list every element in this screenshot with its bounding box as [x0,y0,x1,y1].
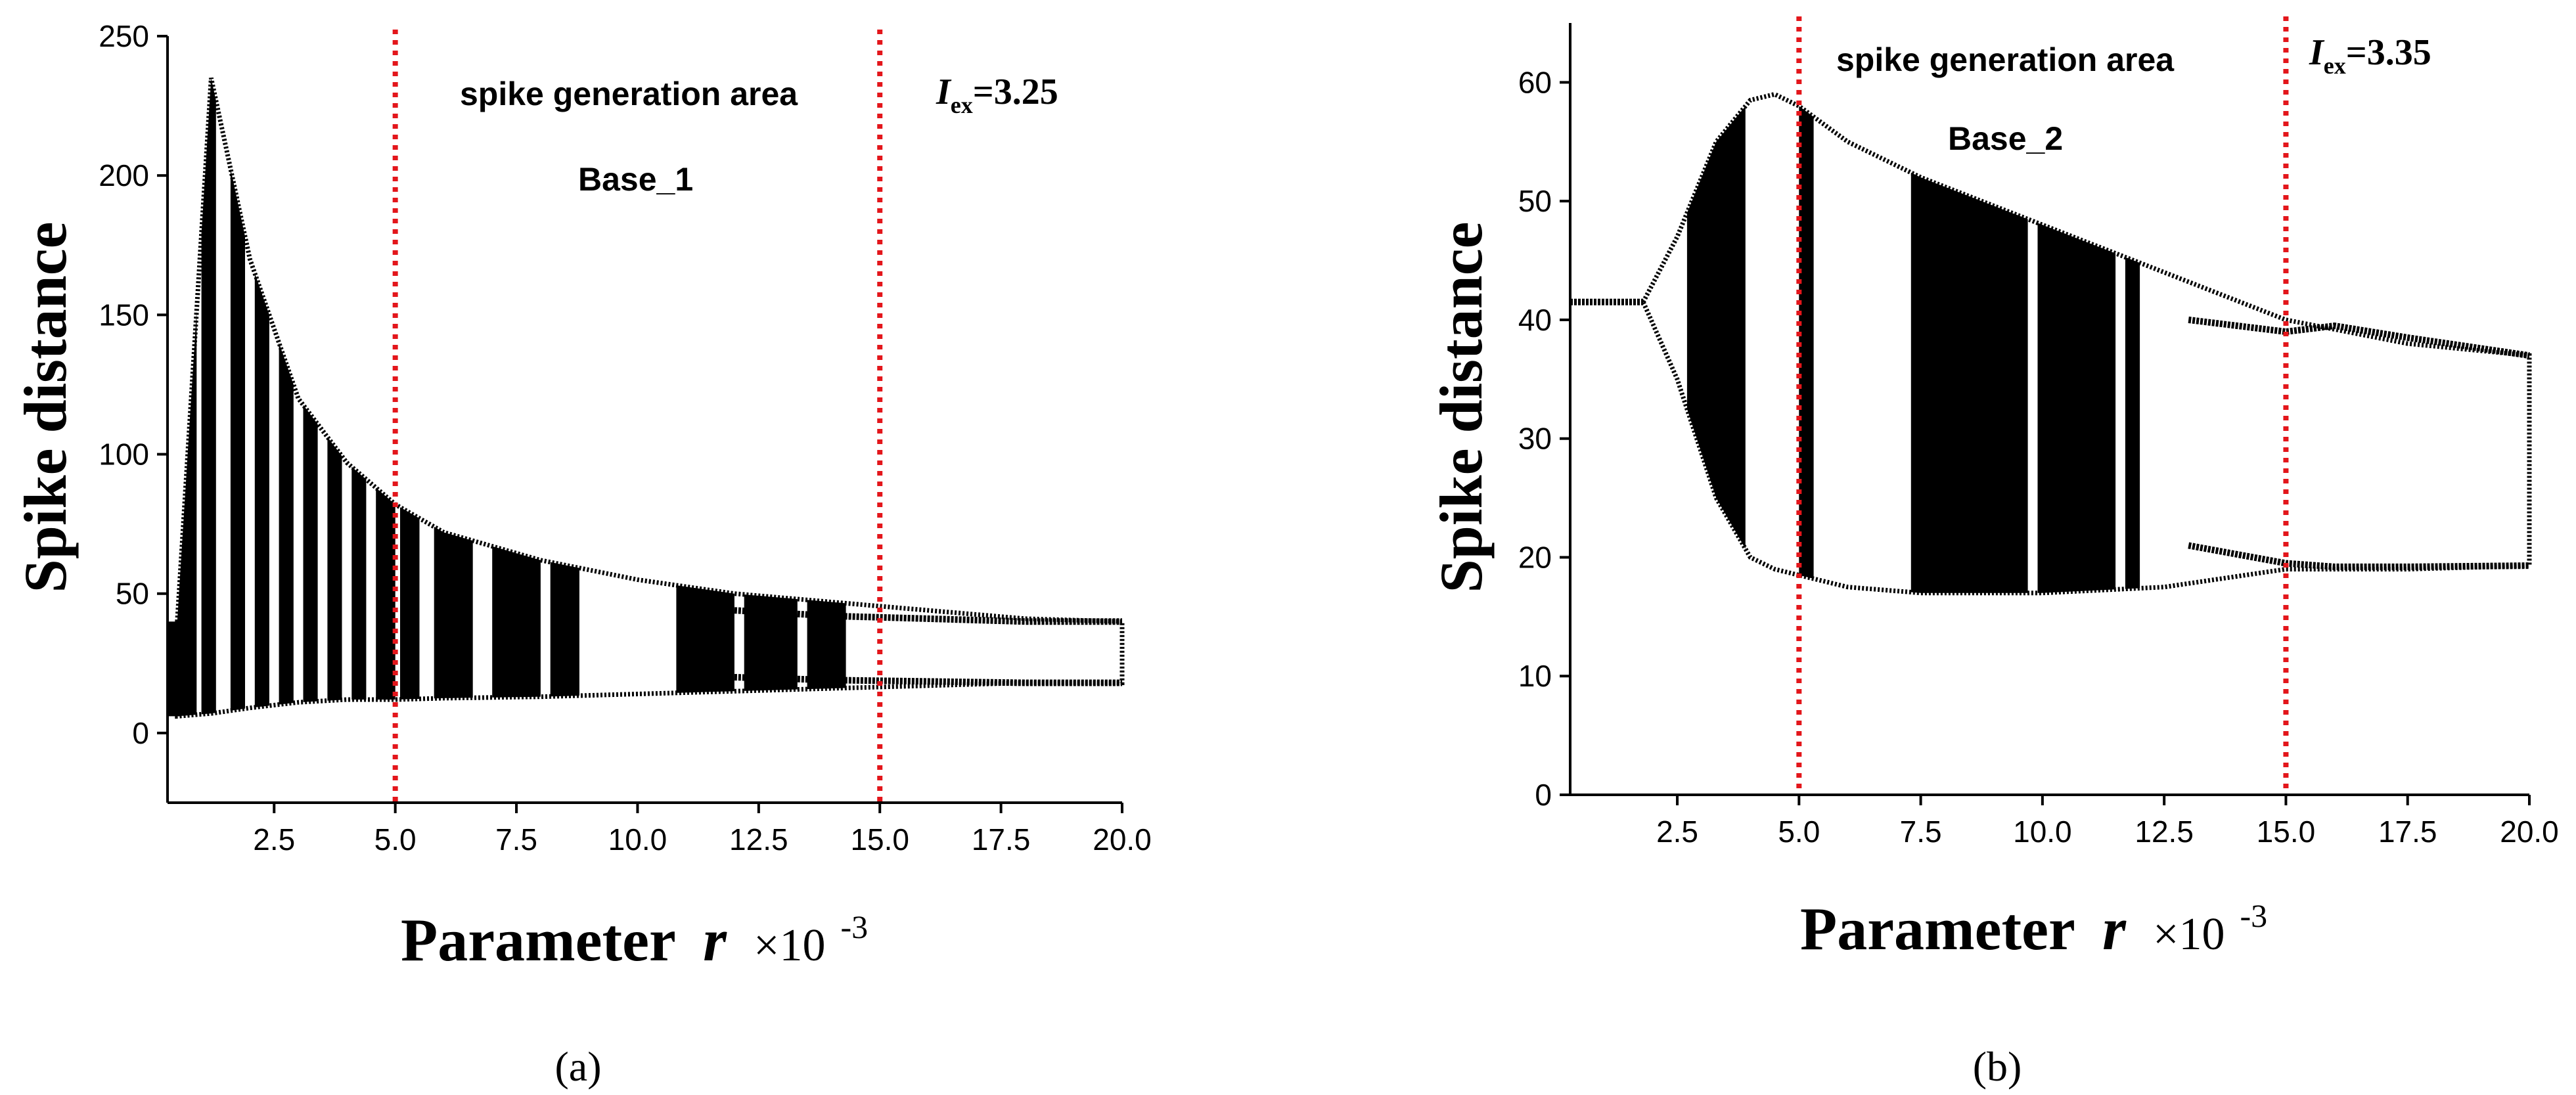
chart-b-y-tick-label: 0 [1535,778,1552,812]
chart-a-chaotic-band-4 [254,273,269,707]
chart-a-x-tick-label: 20.0 [1093,822,1152,857]
chart-a-chaotic-band-16 [807,600,846,690]
chart-a-y-axis-label: Spike distance [12,222,79,593]
chart-b-y-tick-label: 30 [1518,422,1552,456]
caption-b: (b) [1973,1043,2022,1090]
chart-b-x-tick-label: 7.5 [1900,815,1942,849]
chart-a-x-tick-label: 10.0 [608,822,667,857]
chart-b-x-axis-label: Parameter r ×10 -3 [1800,895,2267,962]
chart-a-x-tick-label: 15.0 [850,822,909,857]
chart-a-data-layer [168,77,1125,719]
chart-a-x-tick-label: 12.5 [729,822,788,857]
chart-a-reference-lines [392,30,883,803]
chart-b-y-axis-label: Spike distance [1428,222,1495,593]
chart-b-data-layer [1570,91,2532,596]
chart-a-x-tick-label: 17.5 [972,822,1031,857]
chart-a-chaotic-band-9 [376,487,395,700]
chart-b-branch-2 [2188,542,2530,570]
chart-a-y-tick-label: 200 [99,158,149,192]
chart-b-branch-1 [2188,316,2530,359]
chart-a-chaotic-band-15 [744,594,798,691]
chart-b-y-tick-label: 60 [1518,65,1552,99]
chart-panel-b: 2.5 5.0 7.5 10.0 12.5 15.0 17.5 20.0 0 10 20 30 40 50… [1428,16,2559,1090]
chart-a-y-tick-label: 0 [132,716,149,750]
caption-a: (a) [554,1043,601,1090]
chart-b-annotation-base: Base_2 [1948,120,2063,157]
chart-b-x-tick-label: 20.0 [2500,815,2559,849]
chart-a-y-tick-label: 250 [99,19,149,53]
chart-a-annotation-area: spike generation area [460,76,798,112]
chart-a-x-tick-label: 2.5 [253,822,295,857]
chart-b-y-tick-label: 20 [1518,540,1552,574]
chart-panel-a: 2.5 5.0 7.5 10.0 12.5 15.0 17.5 20.0 0 50 100 150 20… [12,19,1152,1090]
chart-a-y-tick-label: 150 [99,298,149,332]
chart-b-x-tick-label: 10.0 [2013,815,2072,849]
chart-a-chaotic-band-11 [434,526,473,699]
chart-b-y-tick-label: 40 [1518,303,1552,337]
chart-a-annotation-iex: Iex=3.25 [936,72,1058,118]
chart-b-chaotic-band-1 [1686,106,1746,549]
chart-b-reference-lines [1796,16,2289,795]
chart-b-x-tick-label: 12.5 [2135,815,2194,849]
chart-a-ticks: 2.5 5.0 7.5 10.0 12.5 15.0 17.5 20.0 0 50 100 150 20… [99,19,1152,857]
chart-b-annotation-iex: Iex=3.35 [2309,32,2431,79]
chart-a-chaotic-band-6 [303,405,318,702]
chart-b-x-tick-label: 17.5 [2378,815,2437,849]
chart-a-chaotic-band-7 [327,437,342,701]
chart-a-chaotic-band-3 [230,168,245,711]
chart-a-chaotic-band-12 [492,546,541,698]
chart-a-chaotic-band-14 [676,585,734,693]
chart-a-chaotic-band-2 [201,78,216,715]
chart-b-y-tick-label: 10 [1518,659,1552,693]
chart-a-annotation-base: Base_1 [578,161,693,198]
chart-b-y-tick-label: 50 [1518,184,1552,218]
chart-b-envelope [1640,91,2532,596]
chart-a-branch-1 [734,607,1122,625]
chart-b-x-tick-label: 15.0 [2257,815,2316,849]
chart-a-x-tick-label: 7.5 [495,822,537,857]
chart-b-ticks: 2.5 5.0 7.5 10.0 12.5 15.0 17.5 20.0 0 10 20 30 40 50… [1518,65,2559,849]
chart-b-chaotic-band-3 [1910,172,2028,593]
chart-a-chaotic-band-10 [400,507,420,700]
chart-b-x-tick-label: 5.0 [1778,815,1820,849]
chart-b-chaotic-band-2 [1799,106,1814,579]
chart-a-chaotic-band-8 [351,466,367,700]
chart-b-chaotic-band-4 [2037,223,2116,593]
chart-a-chaotic-band-1 [168,311,197,717]
chart-a-chaotic-band-5 [279,342,294,705]
chart-a-y-tick-label: 50 [116,577,149,611]
chart-a-y-tick-label: 100 [99,437,149,472]
chart-a-x-axis-label: Parameter r ×10 -3 [401,906,868,973]
chart-a-branch-2 [734,674,1122,686]
chart-b-chaotic-band-5 [2125,257,2140,589]
chart-a-x-tick-label: 5.0 [374,822,417,857]
chart-b-annotation-area: spike generation area [1836,41,2175,78]
chart-a-chaotic-band-13 [550,562,579,697]
chart-b-x-tick-label: 2.5 [1656,815,1698,849]
